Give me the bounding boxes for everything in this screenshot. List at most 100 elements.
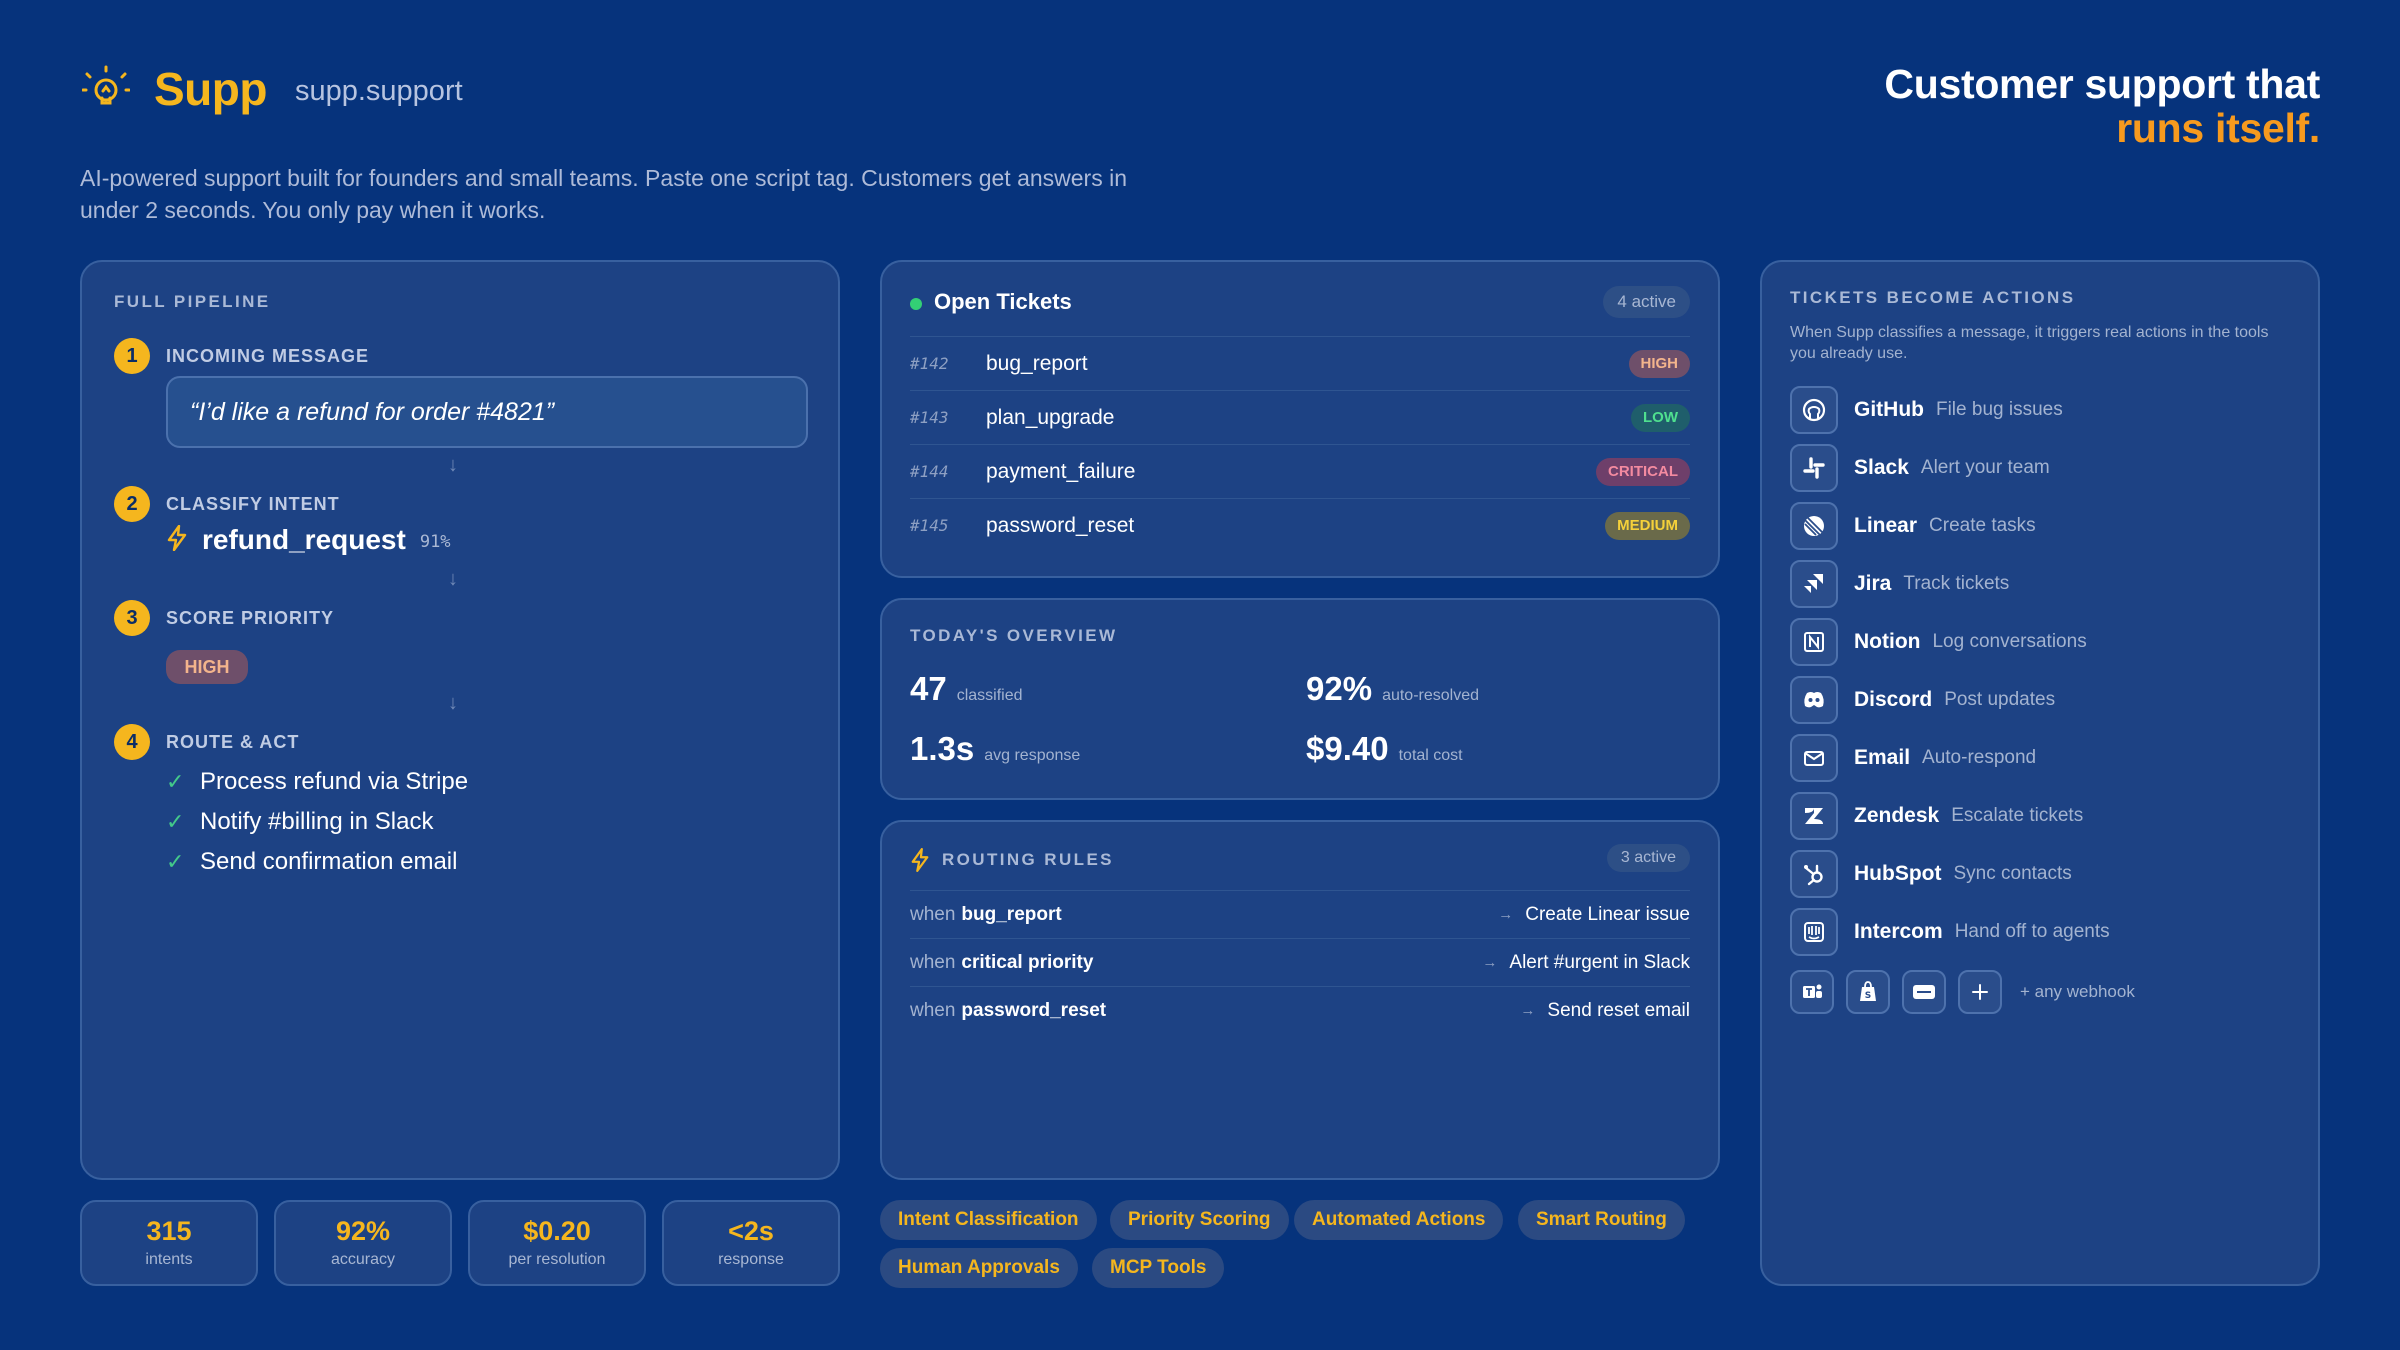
routing-title: ROUTING RULES (942, 850, 1114, 869)
routing-rule-row[interactable]: when password_reset → Send reset email (910, 986, 1690, 1034)
overview-metric: 92% auto-resolved (1306, 670, 1479, 708)
ticket-id: #145 (910, 516, 949, 535)
integration-slack[interactable]: Slack Alert your team (1790, 444, 2050, 492)
brand[interactable]: Supp supp.support (80, 62, 463, 116)
rule-when-label: when (910, 903, 956, 925)
zapier-icon[interactable] (1902, 970, 1946, 1014)
tickets-count-badge: 4 active (1603, 286, 1690, 318)
lightbulb-icon (80, 63, 132, 115)
ticket-row[interactable]: #145 password_reset MEDIUM (910, 498, 1690, 552)
integration-action: Track tickets (1903, 573, 2010, 594)
ticket-row[interactable]: #142 bug_report HIGH (910, 336, 1690, 390)
overview-value: 92% (1306, 670, 1373, 707)
action-item: ✓ Process refund via Stripe (166, 762, 468, 802)
shopify-icon[interactable]: S (1846, 970, 1890, 1014)
tagline: AI-powered support built for founders an… (80, 165, 1128, 223)
incoming-message-text: “I’d like a refund for order #4821” (190, 397, 555, 426)
action-list: ✓ Process refund via Stripe ✓ Notify #bi… (166, 762, 468, 882)
action-text: Send confirmation email (200, 848, 458, 875)
integration-email[interactable]: Email Auto-respond (1790, 734, 2036, 782)
checkmark-icon: ✓ (166, 809, 185, 834)
todays-overview-panel: TODAY'S OVERVIEW 47 classified 92% auto-… (880, 598, 1720, 800)
status-dot-icon (910, 298, 922, 310)
pipeline-panel: FULL PIPELINE 1 INCOMING MESSAGE “I’d li… (80, 260, 840, 1180)
integrations-panel: TICKETS BECOME ACTIONS When Supp classif… (1760, 260, 2320, 1286)
stat-card-cost: $0.20 per resolution (468, 1200, 646, 1286)
notion-icon (1790, 618, 1838, 666)
lightning-icon (166, 524, 188, 556)
step-number-3: 3 (114, 600, 150, 636)
action-text: Process refund via Stripe (200, 768, 469, 795)
routing-rules-panel: ROUTING RULES 3 active when bug_report →… (880, 820, 1720, 1180)
email-icon (1790, 734, 1838, 782)
routing-rule-row[interactable]: when critical priority → Alert #urgent i… (910, 938, 1690, 986)
priority-badge: HIGH (166, 650, 248, 684)
step-label-4: ROUTE & ACT (166, 732, 300, 752)
integration-intercom[interactable]: Intercom Hand off to agents (1790, 908, 2110, 956)
arrow-down-icon: ↓ (448, 692, 458, 714)
intent-result: refund_request 91% (166, 524, 451, 556)
ticket-id: #143 (910, 408, 949, 427)
integration-action: Post updates (1944, 689, 2056, 710)
ticket-row[interactable]: #144 payment_failure CRITICAL (910, 444, 1690, 498)
overview-metric: 47 classified (910, 670, 1023, 708)
brand-domain[interactable]: supp.support (294, 74, 463, 107)
ticket-id: #144 (910, 462, 949, 481)
feature-tag: Intent Classification (880, 1200, 1097, 1240)
integration-name: Linear (1854, 514, 1918, 537)
integration-github[interactable]: GitHub File bug issues (1790, 386, 2063, 434)
feature-tag: MCP Tools (1092, 1248, 1225, 1288)
integration-action: Escalate tickets (1951, 805, 2084, 826)
overview-value: $9.40 (1306, 730, 1389, 767)
arrow-right-icon: → (1482, 954, 1498, 971)
rule-action: Create Linear issue (1525, 903, 1690, 925)
integration-name: Notion (1854, 630, 1921, 653)
integration-action: Auto-respond (1922, 747, 2037, 768)
arrow-right-icon: → (1498, 906, 1514, 923)
severity-badge: MEDIUM (1605, 511, 1690, 540)
integration-notion[interactable]: Notion Log conversations (1790, 618, 2087, 666)
plus-icon[interactable] (1958, 970, 2002, 1014)
integration-action: Alert your team (1920, 457, 2050, 478)
action-item: ✓ Notify #billing in Slack (166, 802, 468, 842)
headline: Customer support that runs itself. (1884, 62, 2320, 150)
overview-label: classified (956, 687, 1023, 704)
arrow-down-icon: ↓ (448, 454, 458, 476)
ticket-name: payment_failure (986, 459, 1136, 483)
integration-action: Hand off to agents (1954, 921, 2110, 942)
rule-when-label: when (910, 999, 956, 1021)
integration-name: Intercom (1854, 920, 1943, 943)
rule-when-label: when (910, 951, 956, 973)
feature-tag: Automated Actions (1294, 1200, 1504, 1240)
integration-action: Create tasks (1929, 515, 2036, 536)
svg-text:S: S (1865, 991, 1871, 1001)
step-number-4: 4 (114, 724, 150, 760)
headline-line-2: runs itself. (2116, 105, 2320, 151)
action-item: ✓ Send confirmation email (166, 842, 468, 882)
overview-label: total cost (1398, 747, 1463, 764)
integration-discord[interactable]: Discord Post updates (1790, 676, 2055, 724)
integration-linear[interactable]: Linear Create tasks (1790, 502, 2036, 550)
overview-metric: 1.3s avg response (910, 730, 1080, 768)
teams-icon[interactable] (1790, 970, 1834, 1014)
feature-tag: Human Approvals (880, 1248, 1078, 1288)
ticket-row[interactable]: #143 plan_upgrade LOW (910, 390, 1690, 444)
routing-rule-row[interactable]: when bug_report → Create Linear issue (910, 890, 1690, 938)
integration-jira[interactable]: Jira Track tickets (1790, 560, 2009, 608)
integration-hubspot[interactable]: HubSpot Sync contacts (1790, 850, 2072, 898)
stat-label: intents (145, 1251, 193, 1268)
overview-value: 1.3s (910, 730, 975, 767)
integration-zendesk[interactable]: Zendesk Escalate tickets (1790, 792, 2083, 840)
overview-label: auto-resolved (1382, 687, 1480, 704)
intercom-icon (1790, 908, 1838, 956)
integration-name: Email (1854, 746, 1911, 769)
stat-value: $0.20 (523, 1216, 591, 1246)
stat-value: 315 (146, 1216, 192, 1246)
overview-value: 47 (910, 670, 947, 707)
stat-value: 92% (335, 1216, 391, 1246)
ticket-name: password_reset (986, 513, 1135, 537)
integration-action: Log conversations (1932, 631, 2087, 652)
integration-name: Zendesk (1854, 804, 1940, 827)
stat-label: accuracy (330, 1251, 396, 1268)
integration-action: File bug issues (1935, 399, 2063, 420)
